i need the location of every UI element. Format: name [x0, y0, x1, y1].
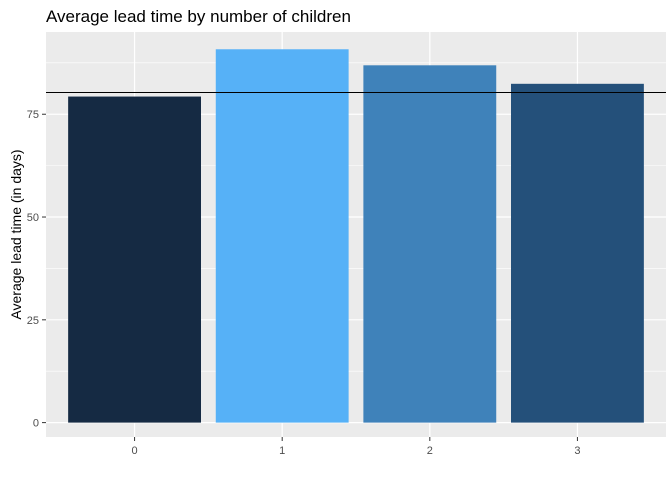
- y-axis: 0 25 50 75: [27, 109, 46, 430]
- bar-2: [363, 65, 497, 423]
- bar-3: [511, 83, 644, 423]
- x-tick-label: 3: [574, 445, 580, 457]
- bars: [68, 49, 644, 423]
- y-tick-label: 0: [33, 418, 39, 430]
- y-axis-title: Average lead time (in days): [8, 149, 24, 319]
- chart-title: Average lead time by number of children: [46, 7, 351, 26]
- y-tick-label: 25: [27, 315, 39, 327]
- y-tick-label: 50: [27, 212, 39, 224]
- bar-0: [68, 96, 202, 423]
- x-tick-label: 1: [279, 445, 285, 457]
- bar-1: [215, 49, 349, 423]
- x-tick-label: 2: [427, 445, 433, 457]
- x-tick-label: 0: [132, 445, 138, 457]
- y-tick-label: 75: [27, 109, 39, 121]
- x-axis: 0 1 2 3: [132, 437, 580, 457]
